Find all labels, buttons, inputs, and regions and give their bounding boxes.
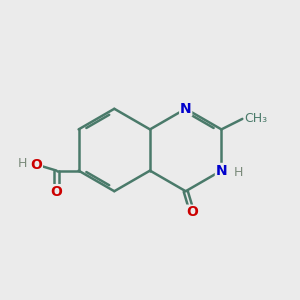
Text: H: H (18, 157, 27, 169)
Text: N: N (216, 164, 227, 178)
Text: H: H (234, 166, 243, 178)
Text: CH₃: CH₃ (244, 112, 267, 125)
Text: O: O (186, 206, 198, 219)
Text: N: N (180, 102, 191, 116)
Text: O: O (30, 158, 42, 172)
Text: O: O (51, 185, 62, 199)
